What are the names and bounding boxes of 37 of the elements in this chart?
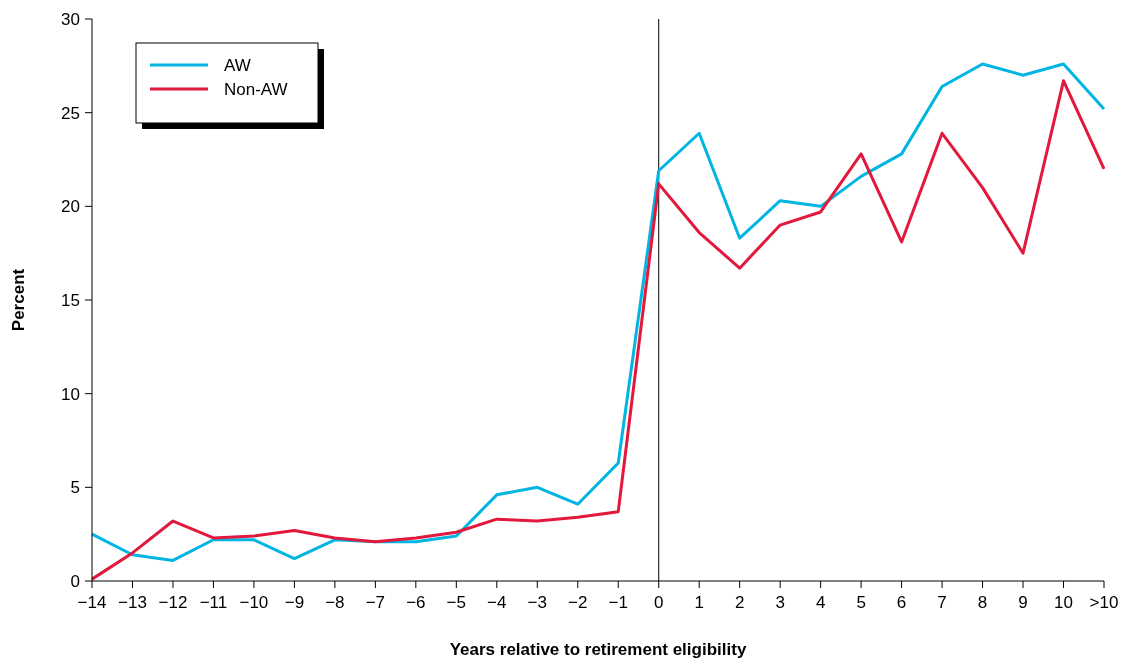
y-tick-label: 10: [61, 384, 80, 404]
x-tick-label: 5: [856, 593, 866, 612]
x-tick-label: −9: [284, 593, 305, 612]
y-tick-label: 30: [61, 9, 80, 29]
y-tick-label: 25: [61, 103, 80, 123]
x-tick-label: 1: [694, 593, 704, 612]
x-tick-label: −7: [365, 593, 386, 612]
x-tick-label: −13: [118, 593, 147, 612]
x-tick-label: −8: [325, 593, 345, 612]
x-tick-label: 3: [775, 593, 785, 612]
x-tick-label: 6: [896, 593, 907, 612]
x-tick-label: −3: [527, 593, 547, 612]
x-tick-label: 9: [1018, 593, 1028, 612]
x-tick-label: 4: [815, 593, 826, 612]
x-tick-label: −5: [446, 593, 467, 612]
x-tick-label: −12: [158, 593, 188, 612]
y-tick-label: 5: [70, 478, 80, 498]
x-tick-label: −11: [199, 593, 228, 612]
legend-label: AW: [224, 55, 251, 75]
y-tick-label: 0: [70, 571, 80, 591]
x-tick-label: −6: [406, 593, 426, 612]
y-tick-label: 20: [61, 197, 80, 217]
x-tick-label: 7: [937, 593, 947, 612]
x-tick-label: 0: [653, 593, 664, 612]
x-tick-label: −10: [239, 593, 269, 612]
x-tick-label: −2: [568, 593, 588, 612]
x-tick-label: 8: [977, 593, 988, 612]
x-tick-label: −14: [77, 593, 107, 612]
x-tick-label: 10: [1054, 593, 1073, 612]
x-tick-label: >10: [1089, 593, 1119, 612]
x-tick-label: 2: [734, 593, 745, 612]
x-tick-label: −4: [487, 593, 507, 612]
x-axis-title: Years relative to retirement eligibility: [449, 640, 747, 659]
legend-label: Non-AW: [224, 79, 288, 99]
y-axis-title: Percent: [9, 268, 28, 332]
y-tick-label: 15: [61, 290, 80, 310]
x-tick-label: −1: [608, 593, 628, 612]
